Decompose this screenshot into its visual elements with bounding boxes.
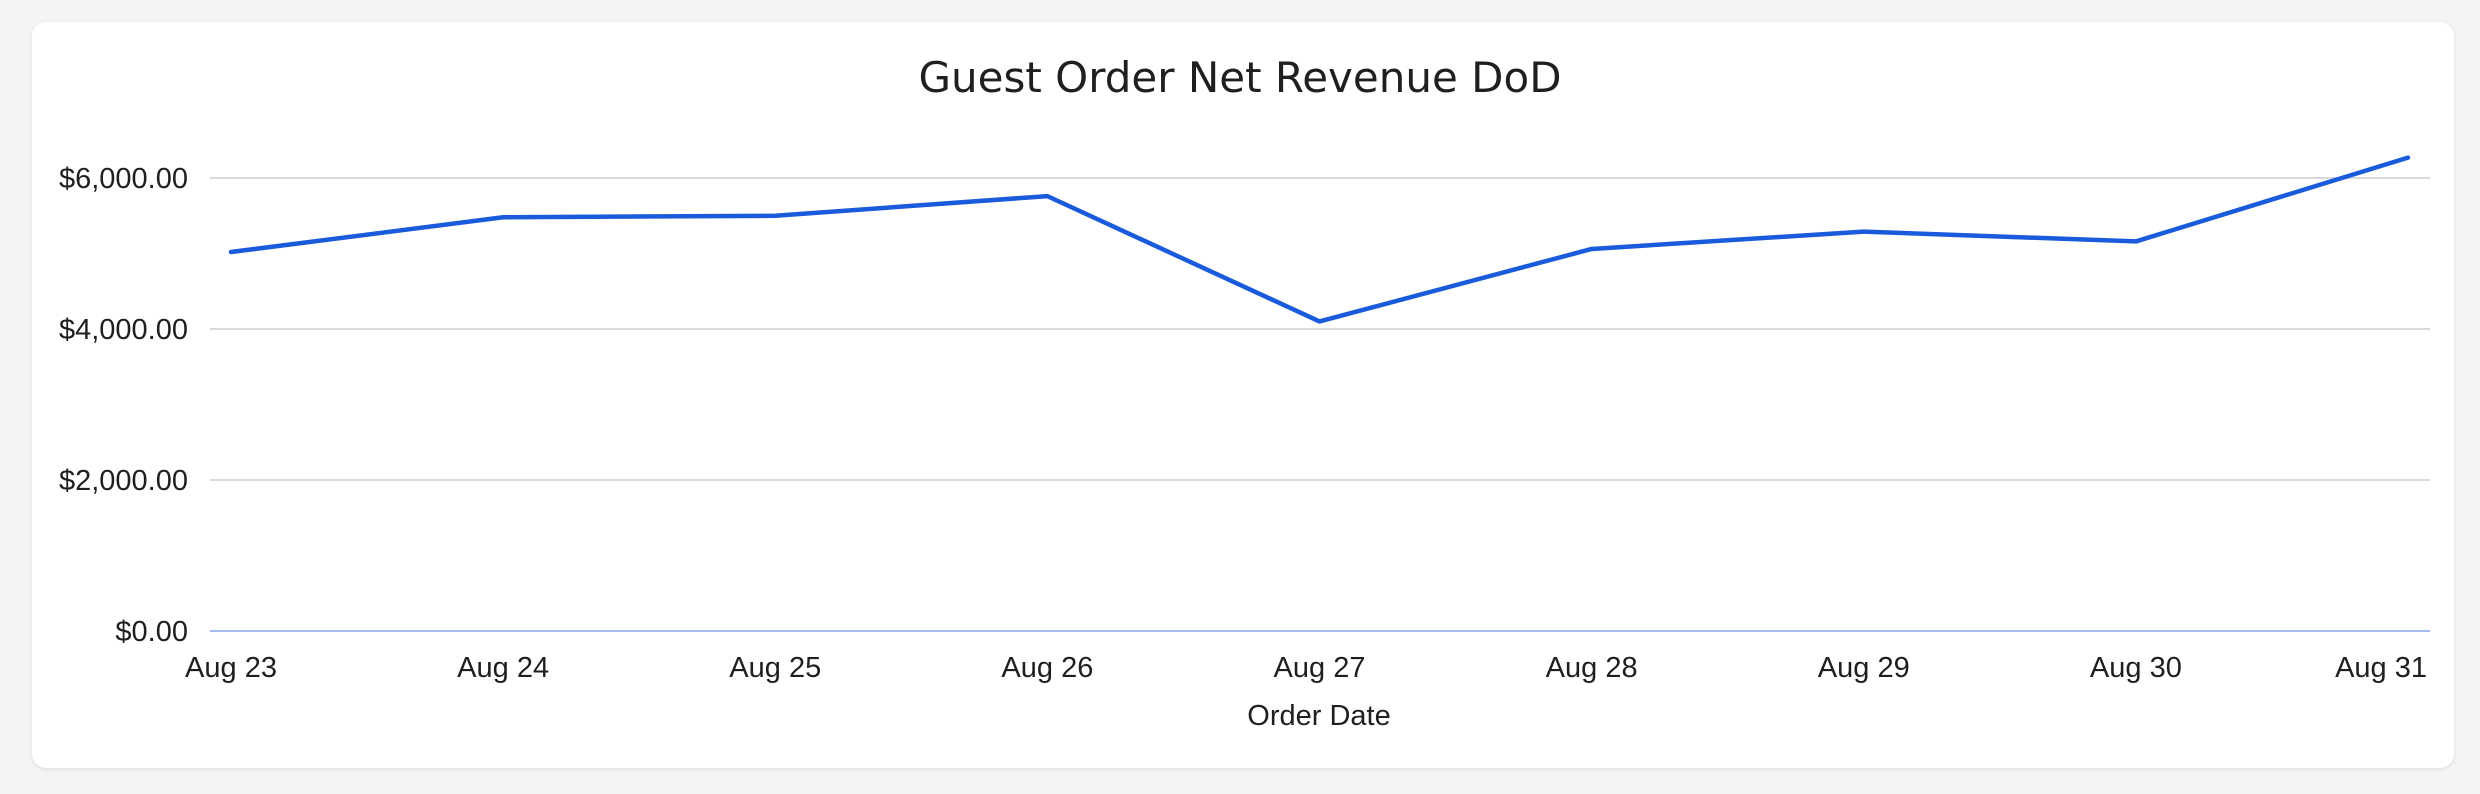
y-tick-label: $6,000.00 — [59, 163, 188, 195]
x-tick-label: Aug 23 — [185, 652, 277, 684]
y-tick-label: $0.00 — [115, 616, 188, 648]
data-point[interactable] — [1858, 226, 1870, 238]
x-tick-label: Aug 28 — [1546, 652, 1638, 684]
data-point[interactable] — [1041, 190, 1053, 202]
x-tick-label: Aug 25 — [729, 652, 821, 684]
y-tick-label: $2,000.00 — [59, 465, 188, 497]
x-axis-label: Order Date — [1247, 700, 1390, 732]
series-line — [228, 155, 2411, 324]
x-tick-label: Aug 27 — [1274, 652, 1366, 684]
series-group — [225, 152, 2414, 327]
chart-title: Guest Order Net Revenue DoD — [918, 53, 1561, 102]
x-axis-ticks: Aug 23 Aug 24 Aug 25 Aug 26 Aug 27 Aug 28 Aug … — [185, 652, 2427, 684]
data-point[interactable] — [497, 211, 509, 223]
data-point[interactable] — [769, 210, 781, 222]
x-tick-label: Aug 26 — [1001, 652, 1093, 684]
y-tick-label: $4,000.00 — [59, 314, 188, 346]
chart-card — [32, 22, 2454, 768]
x-tick-label: Aug 29 — [1818, 652, 1910, 684]
data-point[interactable] — [225, 246, 237, 258]
y-axis-ticks: $0.00 $2,000.00 $4,000.00 $6,000.00 — [59, 163, 188, 648]
x-tick-label: Aug 24 — [457, 652, 549, 684]
gridlines — [210, 177, 2430, 632]
data-point[interactable] — [1314, 315, 1326, 327]
data-point[interactable] — [2130, 235, 2142, 247]
data-point[interactable] — [1586, 243, 1598, 255]
data-point[interactable] — [2402, 152, 2414, 164]
x-tick-label: Aug 30 — [2090, 652, 2182, 684]
x-tick-label: Aug 31 — [2335, 652, 2427, 684]
